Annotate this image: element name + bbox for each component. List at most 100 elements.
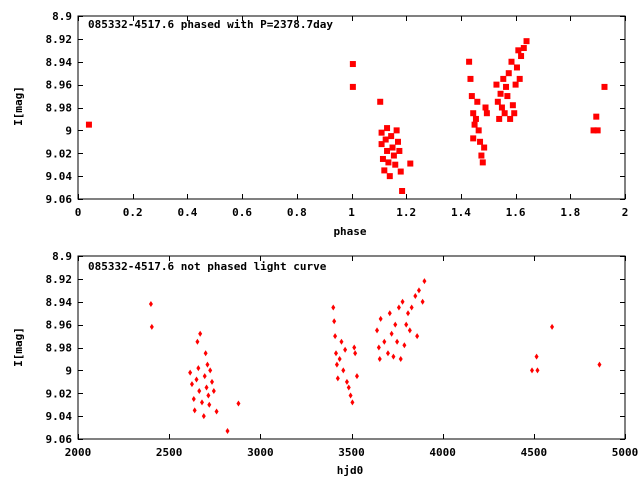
data-point — [389, 330, 394, 337]
x-axis-label: hjd0 — [337, 464, 364, 477]
data-point — [396, 147, 403, 154]
data-point — [341, 367, 346, 374]
data-point — [422, 278, 427, 285]
data-point — [375, 327, 380, 334]
x-tick-label: 4000 — [429, 446, 456, 459]
data-point — [353, 350, 358, 357]
x-tick-label: 0.2 — [123, 206, 143, 219]
data-point — [194, 376, 199, 383]
data-point — [478, 152, 485, 159]
data-point — [512, 81, 519, 88]
data-point — [494, 98, 501, 105]
data-point — [199, 399, 204, 406]
data-point — [188, 369, 193, 376]
data-point — [407, 160, 414, 167]
data-point — [500, 75, 507, 82]
data-point — [468, 93, 475, 100]
data-point — [498, 104, 505, 111]
data-point — [513, 64, 520, 71]
data-point — [389, 144, 396, 151]
data-point — [204, 384, 209, 391]
data-point — [482, 104, 489, 111]
data-point — [413, 293, 418, 300]
data-point — [382, 136, 389, 143]
x-tick-label: 2 — [622, 206, 629, 219]
data-point — [467, 75, 474, 82]
data-point — [352, 344, 357, 351]
data-point — [377, 98, 384, 105]
data-point — [236, 400, 241, 407]
y-tick-label: 8.98 — [46, 342, 73, 355]
data-point — [378, 141, 385, 148]
y-tick-label: 8.9 — [52, 250, 72, 263]
data-point — [518, 53, 525, 60]
data-point — [205, 361, 210, 368]
y-tick-label: 8.96 — [46, 319, 73, 332]
data-point — [201, 413, 206, 420]
data-point — [339, 338, 344, 345]
y-tick-label: 8.9 — [52, 10, 72, 23]
data-point — [393, 127, 400, 134]
data-point — [493, 81, 500, 88]
data-point — [85, 121, 92, 128]
data-point — [420, 298, 425, 305]
data-point — [590, 127, 597, 134]
data-point — [409, 304, 414, 311]
data-point — [197, 387, 202, 394]
data-point — [515, 47, 522, 54]
x-tick-label: 1.4 — [451, 206, 471, 219]
data-point — [503, 83, 510, 90]
y-tick-label: 8.94 — [46, 296, 73, 309]
data-point — [149, 323, 154, 330]
data-point — [406, 310, 411, 317]
data-point — [393, 321, 398, 328]
data-point — [386, 173, 393, 180]
y-axis-label: I[mag] — [12, 86, 25, 126]
data-point — [191, 395, 196, 402]
data-point — [349, 83, 356, 90]
data-point — [523, 38, 530, 45]
data-point — [520, 45, 527, 52]
data-point — [343, 346, 348, 353]
data-point — [378, 129, 385, 136]
x-tick-label: 2500 — [156, 446, 183, 459]
data-point — [385, 159, 392, 166]
data-point — [349, 61, 356, 68]
data-point — [404, 321, 409, 328]
data-point — [597, 361, 602, 368]
data-point — [206, 392, 211, 399]
y-tick-label: 9 — [65, 364, 72, 377]
data-point — [189, 381, 194, 388]
data-point — [398, 355, 403, 362]
y-tick-label: 9.02 — [46, 387, 73, 400]
data-point — [196, 365, 201, 372]
data-point — [470, 110, 477, 117]
data-point — [344, 378, 349, 385]
plot-title: 085332-4517.6 not phased light curve — [88, 260, 327, 273]
x-tick-label: 4500 — [521, 446, 548, 459]
y-tick-label: 8.92 — [46, 33, 73, 46]
data-point — [508, 58, 515, 65]
data-point — [331, 304, 336, 311]
data-point — [382, 338, 387, 345]
x-axis-label: phase — [333, 225, 366, 238]
data-point — [394, 138, 401, 145]
data-point — [402, 342, 407, 349]
x-tick-label: 2000 — [65, 446, 92, 459]
data-point — [504, 93, 511, 100]
data-point — [470, 135, 477, 142]
data-point — [550, 323, 555, 330]
x-tick-label: 5000 — [612, 446, 639, 459]
data-point — [203, 350, 208, 357]
y-tick-label: 9 — [65, 124, 72, 137]
data-point — [507, 115, 514, 122]
plot-title: 085332-4517.6 phased with P=2378.7day — [88, 18, 333, 31]
data-point — [399, 187, 406, 194]
data-point — [472, 115, 479, 122]
data-point — [198, 330, 203, 337]
data-point — [350, 399, 355, 406]
x-tick-label: 0.6 — [232, 206, 252, 219]
x-tick-label: 3000 — [247, 446, 274, 459]
data-point — [534, 353, 539, 360]
